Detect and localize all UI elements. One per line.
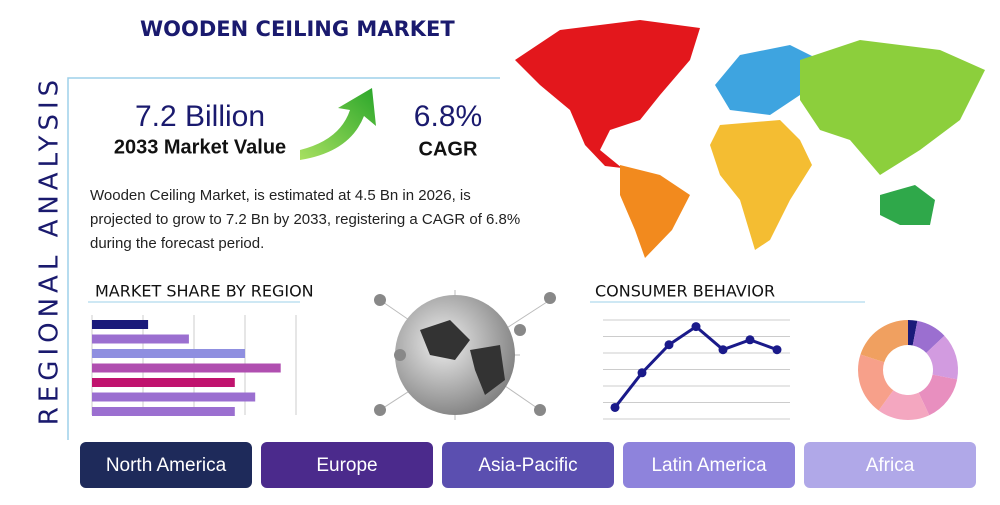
globe: [374, 290, 556, 420]
description: during the forecast period.: [90, 235, 264, 252]
bar: [92, 392, 256, 402]
donut-slice: [912, 320, 945, 353]
region-button[interactable]: [442, 442, 614, 488]
bar: [92, 407, 235, 416]
stat-label: 2033 Market Value: [114, 136, 286, 158]
donut-slice: [908, 320, 918, 346]
point: [664, 340, 674, 350]
donut-slice: [858, 354, 894, 411]
donut-slice: [918, 374, 958, 416]
point: [772, 345, 782, 355]
frame: [67, 77, 500, 440]
side-title: REGIONAL ANALYSIS: [35, 75, 65, 425]
bar: [92, 320, 149, 329]
title: WOODEN CEILING MARKET: [140, 17, 455, 41]
point: [718, 345, 728, 355]
point: [745, 335, 755, 345]
region-label[interactable]: Asia-Pacific: [478, 455, 577, 476]
donut-slice: [926, 335, 959, 380]
donut-slice: [878, 390, 930, 421]
region-label[interactable]: North America: [106, 455, 227, 476]
description: Wooden Ceiling Market, is estimated at 4…: [90, 187, 471, 204]
description: projected to grow to 7.2 Bn by 2033, reg…: [90, 211, 520, 228]
bar: [92, 363, 281, 373]
bar: [92, 349, 245, 358]
bar: [92, 378, 235, 387]
region-button[interactable]: [261, 442, 433, 488]
donut-slice: [860, 320, 908, 363]
world-map: [515, 20, 985, 258]
point: [610, 402, 620, 412]
section-title: CONSUMER BEHAVIOR: [595, 282, 775, 301]
stat-label: CAGR: [419, 138, 478, 160]
region-button[interactable]: [623, 442, 795, 488]
growth-arrow: [300, 88, 376, 160]
region-button[interactable]: [804, 442, 976, 488]
stat-value: 7.2 Billion: [135, 100, 265, 133]
point: [637, 368, 647, 378]
bar: [92, 334, 189, 344]
region-label[interactable]: Africa: [866, 455, 915, 476]
stat-value: 6.8%: [414, 100, 482, 133]
region-button[interactable]: [80, 442, 252, 488]
region-label[interactable]: Europe: [316, 455, 377, 476]
section-title: MARKET SHARE BY REGION: [95, 282, 314, 301]
point: [691, 322, 701, 332]
region-label[interactable]: Latin America: [651, 455, 767, 476]
